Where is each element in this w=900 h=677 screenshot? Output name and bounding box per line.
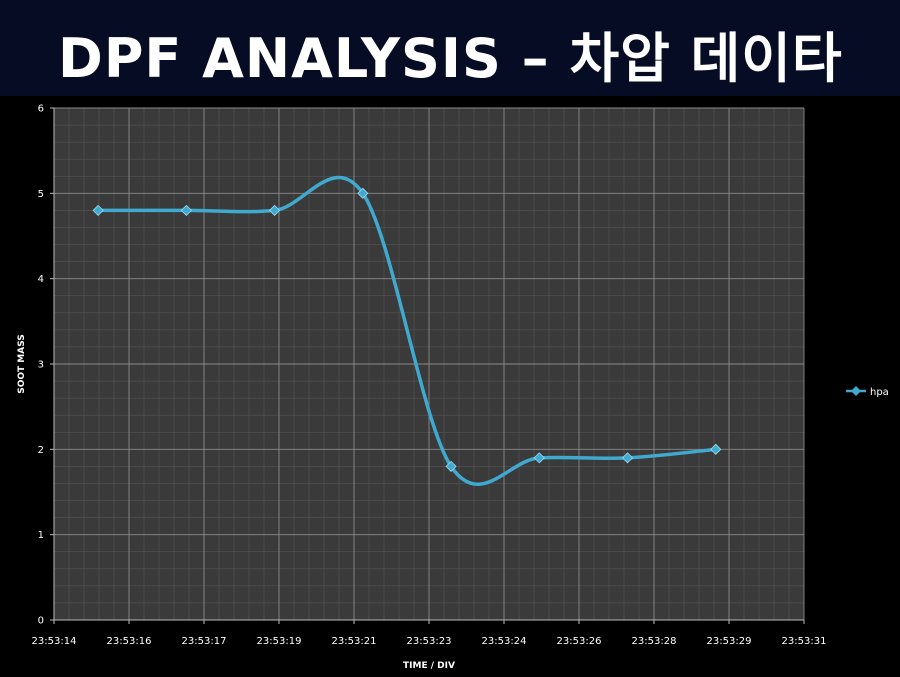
data-point — [710, 443, 722, 455]
legend-label: hpa — [870, 387, 889, 398]
x-tick-label: 23:53:29 — [707, 636, 752, 647]
x-tick-label: 23:53:24 — [482, 636, 527, 647]
series-group — [92, 176, 722, 486]
title-banner: DPF ANALYSIS – 차압 데이타 — [0, 0, 900, 96]
legend-marker — [851, 386, 861, 396]
data-point — [533, 452, 545, 464]
series-line-hpa — [98, 176, 716, 486]
y-tick-label: 1 — [38, 530, 44, 541]
data-point — [92, 204, 104, 216]
y-tick-label: 6 — [38, 104, 44, 115]
y-tick-label: 0 — [38, 616, 44, 627]
x-tick-label: 23:53:16 — [107, 636, 152, 647]
y-axis-title: SOOT MASS — [17, 334, 27, 394]
x-tick-label: 23:53:23 — [407, 636, 452, 647]
x-axis-ticks: 23:53:14 23:53:16 23:53:17 23:53:19 23:53:21… — [32, 620, 827, 647]
x-tick-label: 23:53:19 — [257, 636, 302, 647]
data-point — [357, 187, 369, 199]
x-tick-label: 23:53:17 — [182, 636, 227, 647]
x-tick-label: 23:53:26 — [557, 636, 602, 647]
x-tick-label: 23:53:21 — [332, 636, 377, 647]
x-tick-label: 23:53:28 — [632, 636, 677, 647]
data-point — [445, 460, 457, 472]
line-chart: 0 1 2 3 4 5 6 23:53:14 23:53:16 23:53:17 23:53:19… — [0, 96, 900, 677]
y-tick-label: 3 — [38, 360, 44, 371]
y-axis-ticks: 0 1 2 3 4 5 6 — [38, 104, 54, 627]
x-tick-label: 23:53:31 — [782, 636, 827, 647]
data-point — [180, 204, 192, 216]
x-axis-title: TIME / DIV — [403, 661, 455, 671]
data-point — [269, 204, 281, 216]
page-title: DPF ANALYSIS – 차압 데이타 — [58, 27, 843, 90]
y-tick-label: 4 — [38, 274, 44, 285]
legend: hpa — [846, 386, 889, 398]
y-tick-label: 5 — [38, 189, 44, 200]
x-tick-label: 23:53:14 — [32, 636, 77, 647]
y-tick-label: 2 — [38, 445, 44, 456]
data-point — [621, 452, 634, 464]
